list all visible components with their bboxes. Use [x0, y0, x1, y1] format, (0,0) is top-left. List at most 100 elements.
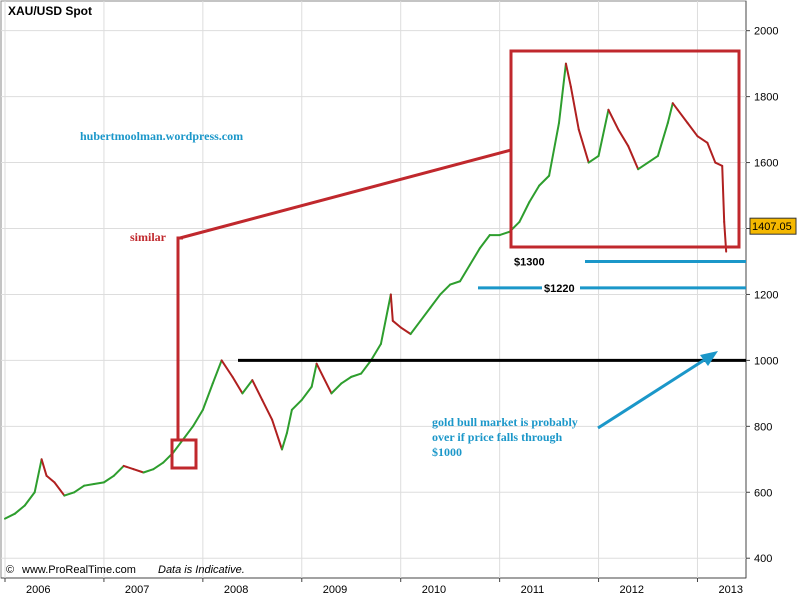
price-segment: [686, 121, 699, 138]
price-segment: [498, 230, 511, 237]
price-segment: [340, 375, 353, 385]
footer-copyright: ©: [6, 564, 14, 576]
price-segment: [706, 141, 717, 164]
y-tick-label: 1600: [754, 158, 778, 170]
price-segment: [231, 375, 244, 395]
price-segment: [518, 201, 531, 223]
price-segment: [152, 461, 165, 471]
price-segment: [569, 85, 580, 131]
price-segment: [132, 468, 145, 474]
y-tick-label: 1000: [754, 355, 778, 367]
x-tick-label: 2012: [620, 584, 644, 596]
price-segment: [721, 164, 726, 223]
price-segment: [587, 154, 600, 164]
footer-disclaimer: Data is Indicative.: [158, 564, 245, 576]
similar-connector-diagonal: [179, 148, 512, 240]
price-segment: [211, 359, 223, 385]
price-segment: [172, 438, 185, 454]
x-tick-label: 2013: [718, 584, 742, 596]
price-segment: [33, 458, 43, 494]
price-segment: [538, 174, 551, 187]
price-segment: [409, 319, 422, 336]
price-segment: [666, 102, 674, 124]
y-axis-panel: [746, 1, 799, 578]
price-segment: [627, 145, 640, 171]
price-segment: [577, 128, 590, 164]
price-segment: [13, 504, 26, 515]
price-segment: [261, 398, 274, 421]
price-segment: [671, 102, 679, 111]
last-price-badge: [749, 217, 797, 235]
price-segment: [468, 247, 481, 266]
x-tick-label: 2010: [422, 584, 446, 596]
price-segment: [142, 468, 155, 474]
price-segment: [389, 293, 394, 322]
price-segment: [656, 121, 669, 157]
price-segment: [220, 359, 234, 378]
x-tick-label: 2008: [224, 584, 248, 596]
note-arrow-head: [700, 351, 718, 366]
price-segment: [478, 234, 491, 250]
note-line-3: $1000: [432, 445, 462, 459]
price-segment: [360, 359, 373, 375]
price-segment: [617, 128, 630, 148]
price-segment: [439, 283, 452, 296]
similar-small-box: [170, 438, 198, 470]
price-segment: [182, 425, 194, 441]
x-tick-label: 2011: [521, 584, 545, 596]
price-segment: [290, 398, 303, 411]
price-segment: [93, 481, 105, 486]
price-segment: [330, 382, 343, 395]
price-series: [4, 62, 728, 520]
price-segment: [696, 135, 709, 144]
support-label-1300: $1300: [514, 256, 545, 268]
similar-label: similar: [130, 230, 167, 244]
price-segment: [597, 108, 610, 157]
price-segment: [241, 379, 254, 395]
price-segment: [191, 408, 204, 428]
note-arrow-shaft: [597, 353, 713, 430]
price-segment: [449, 280, 462, 286]
plot-frame: [0, 0, 747, 579]
x-tick-labels: 2006 2007 2008 2009 2010 2011 2012 2013: [26, 584, 743, 596]
note-line-1: gold bull market is probably: [432, 415, 578, 429]
price-segment: [285, 408, 293, 434]
price-segment: [40, 458, 48, 477]
x-tick-label: 2007: [125, 584, 149, 596]
price-segment: [271, 418, 283, 451]
last-price-value: 1407.05: [752, 221, 792, 233]
note-line-2: over if price falls through: [432, 430, 563, 444]
price-segment: [73, 484, 86, 494]
watermark-text: hubertmoolman.wordpress.com: [80, 129, 243, 143]
price-segment: [63, 491, 76, 497]
price-segment: [251, 379, 264, 401]
grid-layer: [1, 1, 750, 582]
price-segment: [419, 306, 432, 322]
price-segment: [528, 184, 541, 204]
price-segment: [429, 293, 442, 309]
x-tick-label: 2006: [26, 584, 50, 596]
price-segment: [391, 319, 402, 329]
support-label-1220: $1220: [544, 283, 575, 295]
footer-source: www.ProRealTime.com: [21, 564, 136, 576]
chart-title: XAU/USD Spot: [8, 4, 92, 18]
price-segment: [647, 154, 659, 164]
price-segment: [201, 382, 214, 411]
similar-large-box: [509, 49, 741, 249]
y-tick-label: 2000: [754, 26, 778, 38]
price-segment: [45, 474, 56, 484]
x-tick-label: 2009: [323, 584, 347, 596]
y-tick-label: 1800: [754, 92, 778, 104]
price-segment: [122, 464, 135, 471]
y-tick-label: 1200: [754, 289, 778, 301]
price-segment: [300, 385, 313, 401]
price-segment: [676, 108, 689, 124]
price-segment: [350, 372, 363, 378]
price-segment: [564, 62, 572, 88]
price-segment: [399, 326, 412, 336]
price-segment: [53, 481, 66, 497]
price-segment: [714, 161, 724, 167]
price-segment: [379, 293, 392, 345]
